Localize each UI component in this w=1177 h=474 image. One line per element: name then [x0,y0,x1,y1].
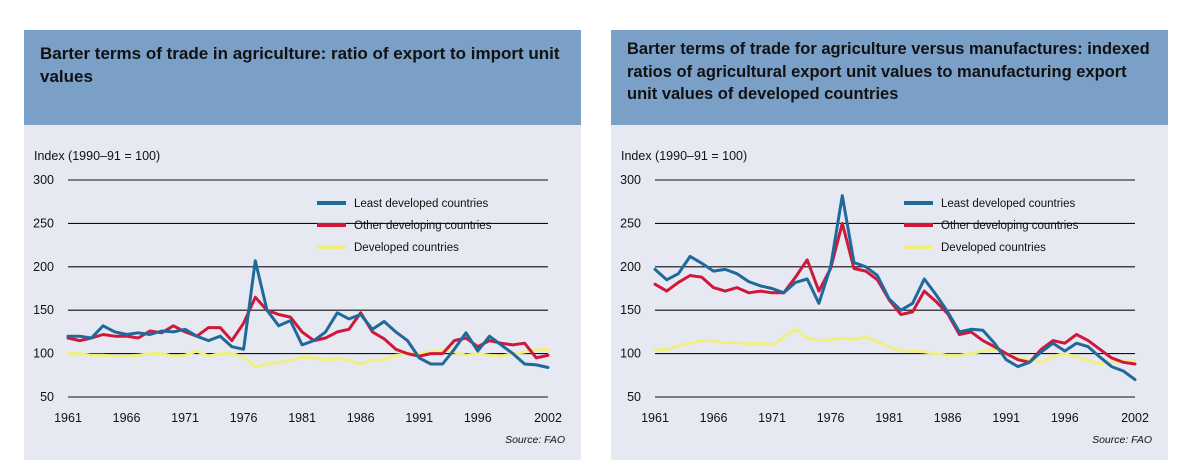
y-tick-label: 300 [620,173,641,187]
source-note: Source: FAO [505,434,565,446]
legend-label: Developed countries [941,242,1046,254]
x-tick-label: 1966 [700,411,728,425]
legend-label: Other developing countries [941,220,1079,232]
y-tick-label: 150 [620,303,641,317]
line-chart: Index (1990–91 = 100) 50 100 150 200 250 300 19… [33,149,565,446]
x-tick-label: 1996 [1051,411,1079,425]
x-tick-label: 1986 [347,411,375,425]
y-tick-label: 250 [33,216,54,230]
y-tick-label: 250 [620,216,641,230]
series-line [66,295,550,360]
x-tick-label: 1971 [758,411,786,425]
x-tick-label: 1961 [54,411,82,425]
x-tick-label: 1991 [992,411,1020,425]
legend-label: Least developed countries [941,198,1076,210]
line-chart: Index (1990–91 = 100) 50 100 150 200 250 300 19… [620,149,1152,446]
y-tick-label: 200 [33,260,54,274]
x-tick-label: 1981 [288,411,316,425]
y-tick-label: 100 [33,347,54,361]
y-tick-label: 200 [620,260,641,274]
y-tick-label: 100 [620,347,641,361]
right-chart-panel: Barter terms of trade for agriculture ve… [611,30,1168,460]
legend-label: Other developing countries [354,220,492,232]
y-axis-label: Index (1990–91 = 100) [621,149,747,163]
x-tick-label: 1976 [230,411,258,425]
x-tick-label: 2002 [1121,411,1149,425]
x-tick-label: 2002 [534,411,562,425]
y-tick-label: 50 [40,390,54,404]
legend-label: Least developed countries [354,198,489,210]
series-line [653,194,1137,382]
y-tick-label: 150 [33,303,54,317]
y-tick-label: 300 [33,173,54,187]
chart-title: Barter terms of trade in agriculture: ra… [40,44,560,86]
x-tick-label: 1971 [171,411,199,425]
x-tick-label: 1981 [875,411,903,425]
x-tick-label: 1986 [934,411,962,425]
x-tick-label: 1961 [641,411,669,425]
chart-header: Barter terms of trade in agriculture: ra… [24,30,581,125]
source-note: Source: FAO [1092,434,1152,446]
x-tick-label: 1966 [113,411,141,425]
chart-header: Barter terms of trade for agriculture ve… [611,30,1168,125]
x-tick-label: 1976 [817,411,845,425]
series-line [66,259,550,369]
x-tick-label: 1991 [405,411,433,425]
legend-label: Developed countries [354,242,459,254]
series-line [66,347,550,369]
series-line [653,327,1137,366]
x-tick-label: 1996 [464,411,492,425]
chart-title: Barter terms of trade for agriculture ve… [627,40,1150,103]
y-tick-label: 50 [627,390,641,404]
series-line [653,221,1137,366]
left-chart-panel: Barter terms of trade in agriculture: ra… [24,30,581,460]
y-axis-label: Index (1990–91 = 100) [34,149,160,163]
